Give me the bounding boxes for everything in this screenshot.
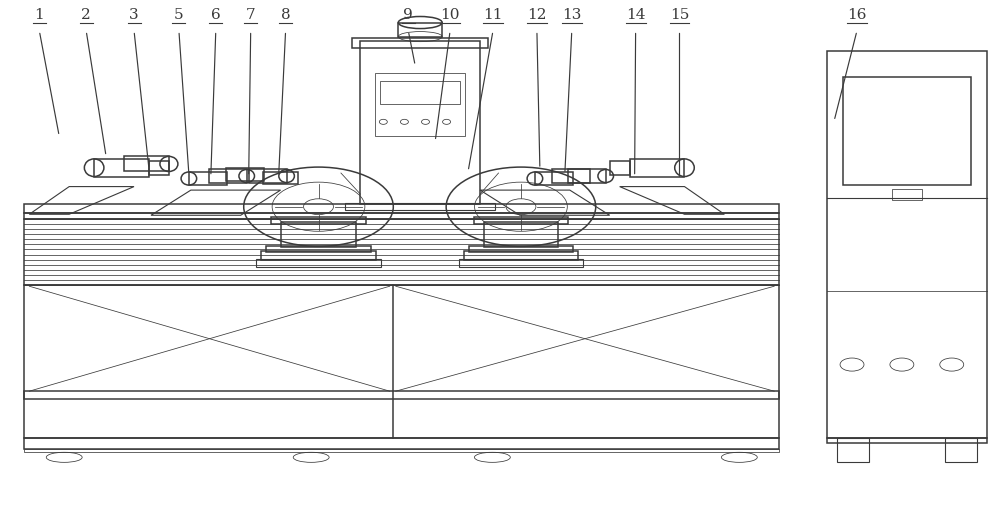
Bar — [892, 190, 922, 201]
Bar — [261, 252, 376, 260]
Bar — [827, 438, 987, 443]
Bar — [469, 246, 573, 252]
Bar — [352, 39, 488, 49]
Text: 10: 10 — [440, 8, 460, 22]
Bar — [827, 52, 987, 438]
Bar — [24, 205, 779, 214]
Text: 9: 9 — [403, 8, 413, 22]
Bar — [209, 170, 247, 183]
Bar — [568, 170, 606, 183]
Bar — [474, 217, 568, 225]
Bar — [459, 260, 583, 268]
Bar — [271, 217, 366, 225]
Bar — [945, 438, 977, 463]
Bar — [837, 438, 869, 463]
Bar — [398, 24, 442, 37]
Bar — [24, 285, 779, 438]
Bar — [24, 391, 779, 399]
Bar — [249, 170, 287, 183]
Bar — [380, 82, 460, 105]
Text: 8: 8 — [281, 8, 290, 22]
Bar — [226, 169, 264, 182]
Bar — [464, 252, 578, 260]
Bar — [484, 222, 558, 247]
Bar — [94, 160, 149, 177]
Bar — [24, 214, 779, 220]
Bar — [189, 173, 227, 186]
Bar — [375, 74, 465, 136]
Text: 5: 5 — [174, 8, 184, 22]
Bar — [256, 260, 381, 268]
Bar — [630, 160, 684, 177]
Bar — [843, 78, 971, 186]
Text: 14: 14 — [626, 8, 645, 22]
Text: 15: 15 — [670, 8, 689, 22]
Bar — [281, 222, 356, 247]
Bar — [360, 41, 480, 205]
Bar — [149, 161, 169, 175]
Text: 2: 2 — [81, 8, 91, 22]
Text: 12: 12 — [527, 8, 547, 22]
Bar — [266, 246, 371, 252]
Text: 7: 7 — [246, 8, 256, 22]
Bar — [552, 170, 590, 183]
Text: 13: 13 — [562, 8, 581, 22]
Text: 6: 6 — [211, 8, 221, 22]
Text: 1: 1 — [34, 8, 44, 22]
Text: 16: 16 — [847, 8, 867, 22]
Bar — [24, 449, 779, 452]
Text: 11: 11 — [483, 8, 503, 22]
Bar — [345, 204, 495, 211]
Text: 3: 3 — [129, 8, 139, 22]
Bar — [535, 173, 573, 186]
Bar — [24, 438, 779, 449]
Bar — [124, 157, 169, 172]
Bar — [610, 161, 630, 175]
Bar — [263, 173, 298, 185]
Bar — [24, 220, 779, 285]
